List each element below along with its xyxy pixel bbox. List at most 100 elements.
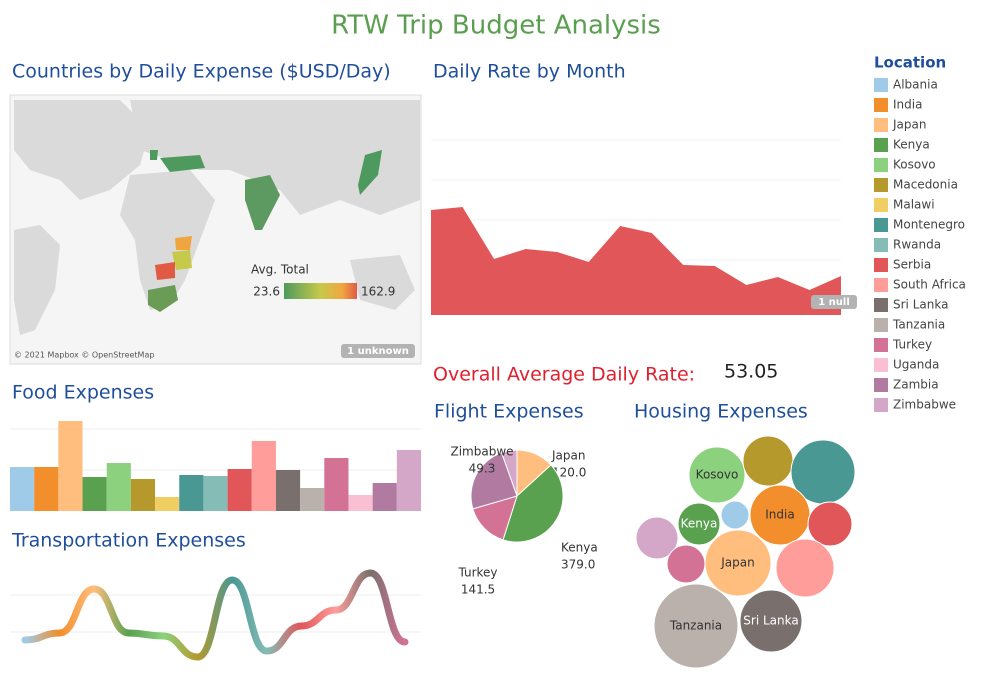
slice-value: 120.0 — [552, 466, 586, 480]
slice-value: 141.5 — [461, 583, 495, 597]
line — [21, 569, 409, 661]
slice-label: Turkey — [457, 566, 497, 580]
country — [245, 175, 280, 230]
map-title: Countries by Daily Expense ($USD/Day) — [12, 61, 391, 83]
overall-label: Overall Average Daily Rate: — [433, 364, 695, 386]
chart-title: Housing Expenses — [634, 401, 808, 423]
slice-label: Japan — [551, 449, 585, 463]
country — [148, 285, 178, 312]
bar — [396, 450, 421, 511]
bar — [348, 495, 373, 511]
bubble-label: Japan — [720, 556, 754, 570]
legend-label: Sri Lanka — [893, 298, 948, 312]
legend-label: Uganda — [893, 358, 939, 372]
bubble — [653, 583, 739, 669]
slice-value: 49.3 — [469, 462, 496, 476]
pie-slice — [470, 452, 518, 510]
bar — [251, 441, 276, 511]
land — [14, 100, 150, 200]
legend-swatch — [874, 178, 888, 192]
bubble — [739, 589, 803, 653]
bar — [82, 477, 107, 511]
legend-label: Montenegro — [893, 218, 965, 232]
bubble-label: Tanzania — [669, 619, 722, 633]
dashboard-title: RTW Trip Budget Analysis — [331, 11, 661, 41]
area — [431, 207, 841, 315]
legend-swatch — [874, 158, 888, 172]
badge — [811, 295, 857, 309]
legend-label: Rwanda — [893, 238, 941, 252]
chart-title: Daily Rate by Month — [433, 61, 626, 83]
bar — [227, 469, 252, 511]
color-scale-title: Avg. Total — [251, 263, 309, 277]
chart-title: Food Expenses — [12, 382, 154, 404]
chart-title: Flight Expenses — [434, 401, 584, 423]
legend-swatch — [874, 78, 888, 92]
bar — [58, 421, 83, 511]
legend-swatch — [874, 98, 888, 112]
legend-label: Kosovo — [893, 158, 936, 172]
country — [155, 262, 175, 280]
bubble — [635, 516, 679, 560]
color-scale — [284, 283, 357, 299]
bubble-label: Sri Lanka — [743, 614, 798, 628]
country — [172, 250, 192, 270]
bar — [106, 463, 131, 511]
badge-text: 1 unknown — [347, 346, 409, 357]
legend-label: Kenya — [893, 138, 930, 152]
bar — [300, 488, 325, 511]
legend-swatch — [874, 198, 888, 212]
country — [175, 236, 192, 250]
bar — [372, 483, 397, 511]
bar — [275, 470, 301, 511]
legend-label: Albania — [893, 78, 938, 92]
bubble-label: India — [765, 508, 794, 522]
bar — [179, 475, 204, 511]
legend-swatch — [874, 298, 888, 312]
bubble — [742, 435, 794, 487]
legend-swatch — [874, 138, 888, 152]
legend-swatch — [874, 218, 888, 232]
bar — [130, 479, 156, 511]
legend-label: Turkey — [892, 338, 932, 352]
land — [350, 255, 415, 310]
slice-label: Kenya — [561, 541, 598, 555]
bubble — [807, 501, 853, 547]
legend-swatch — [874, 238, 888, 252]
bar — [10, 467, 35, 511]
country — [150, 150, 158, 160]
bubble-label: Kenya — [681, 517, 718, 531]
map-credit: © 2021 Mapbox © OpenStreetMap — [14, 351, 154, 360]
legend-label: Tanzania — [892, 318, 945, 332]
land — [120, 170, 215, 310]
bubble — [775, 538, 835, 598]
bar — [34, 467, 59, 511]
badge-text: 1 null — [818, 297, 850, 308]
overall-value: 53.05 — [724, 361, 778, 383]
legend-label: Serbia — [893, 258, 931, 272]
legend-label: Malawi — [893, 198, 935, 212]
legend-label: Japan — [892, 118, 926, 132]
legend-label: South Africa — [893, 278, 966, 292]
bubble — [677, 502, 721, 546]
country — [160, 155, 205, 172]
legend-label: Zambia — [893, 378, 939, 392]
legend-label: Zimbabwe — [893, 398, 956, 412]
legend-label: India — [893, 98, 922, 112]
map: Avg. Total 23.6 162.9 © 2021 Mapbox © Op… — [9, 94, 422, 365]
bar — [155, 497, 180, 511]
legend-swatch — [874, 338, 888, 352]
bar — [203, 476, 228, 511]
legend-label: Macedonia — [893, 178, 958, 192]
bubble — [720, 500, 750, 530]
slice-label: Zimbabwe — [450, 445, 513, 459]
slice-value: 379.0 — [561, 558, 595, 572]
chart-title: Transportation Expenses — [11, 530, 246, 552]
land — [14, 225, 60, 335]
bubble-label: Kosovo — [696, 468, 739, 482]
pie-slice — [500, 449, 518, 497]
legend-title: Location — [874, 54, 946, 72]
color-scale-min: 23.6 — [253, 285, 280, 299]
bubble — [688, 446, 746, 504]
